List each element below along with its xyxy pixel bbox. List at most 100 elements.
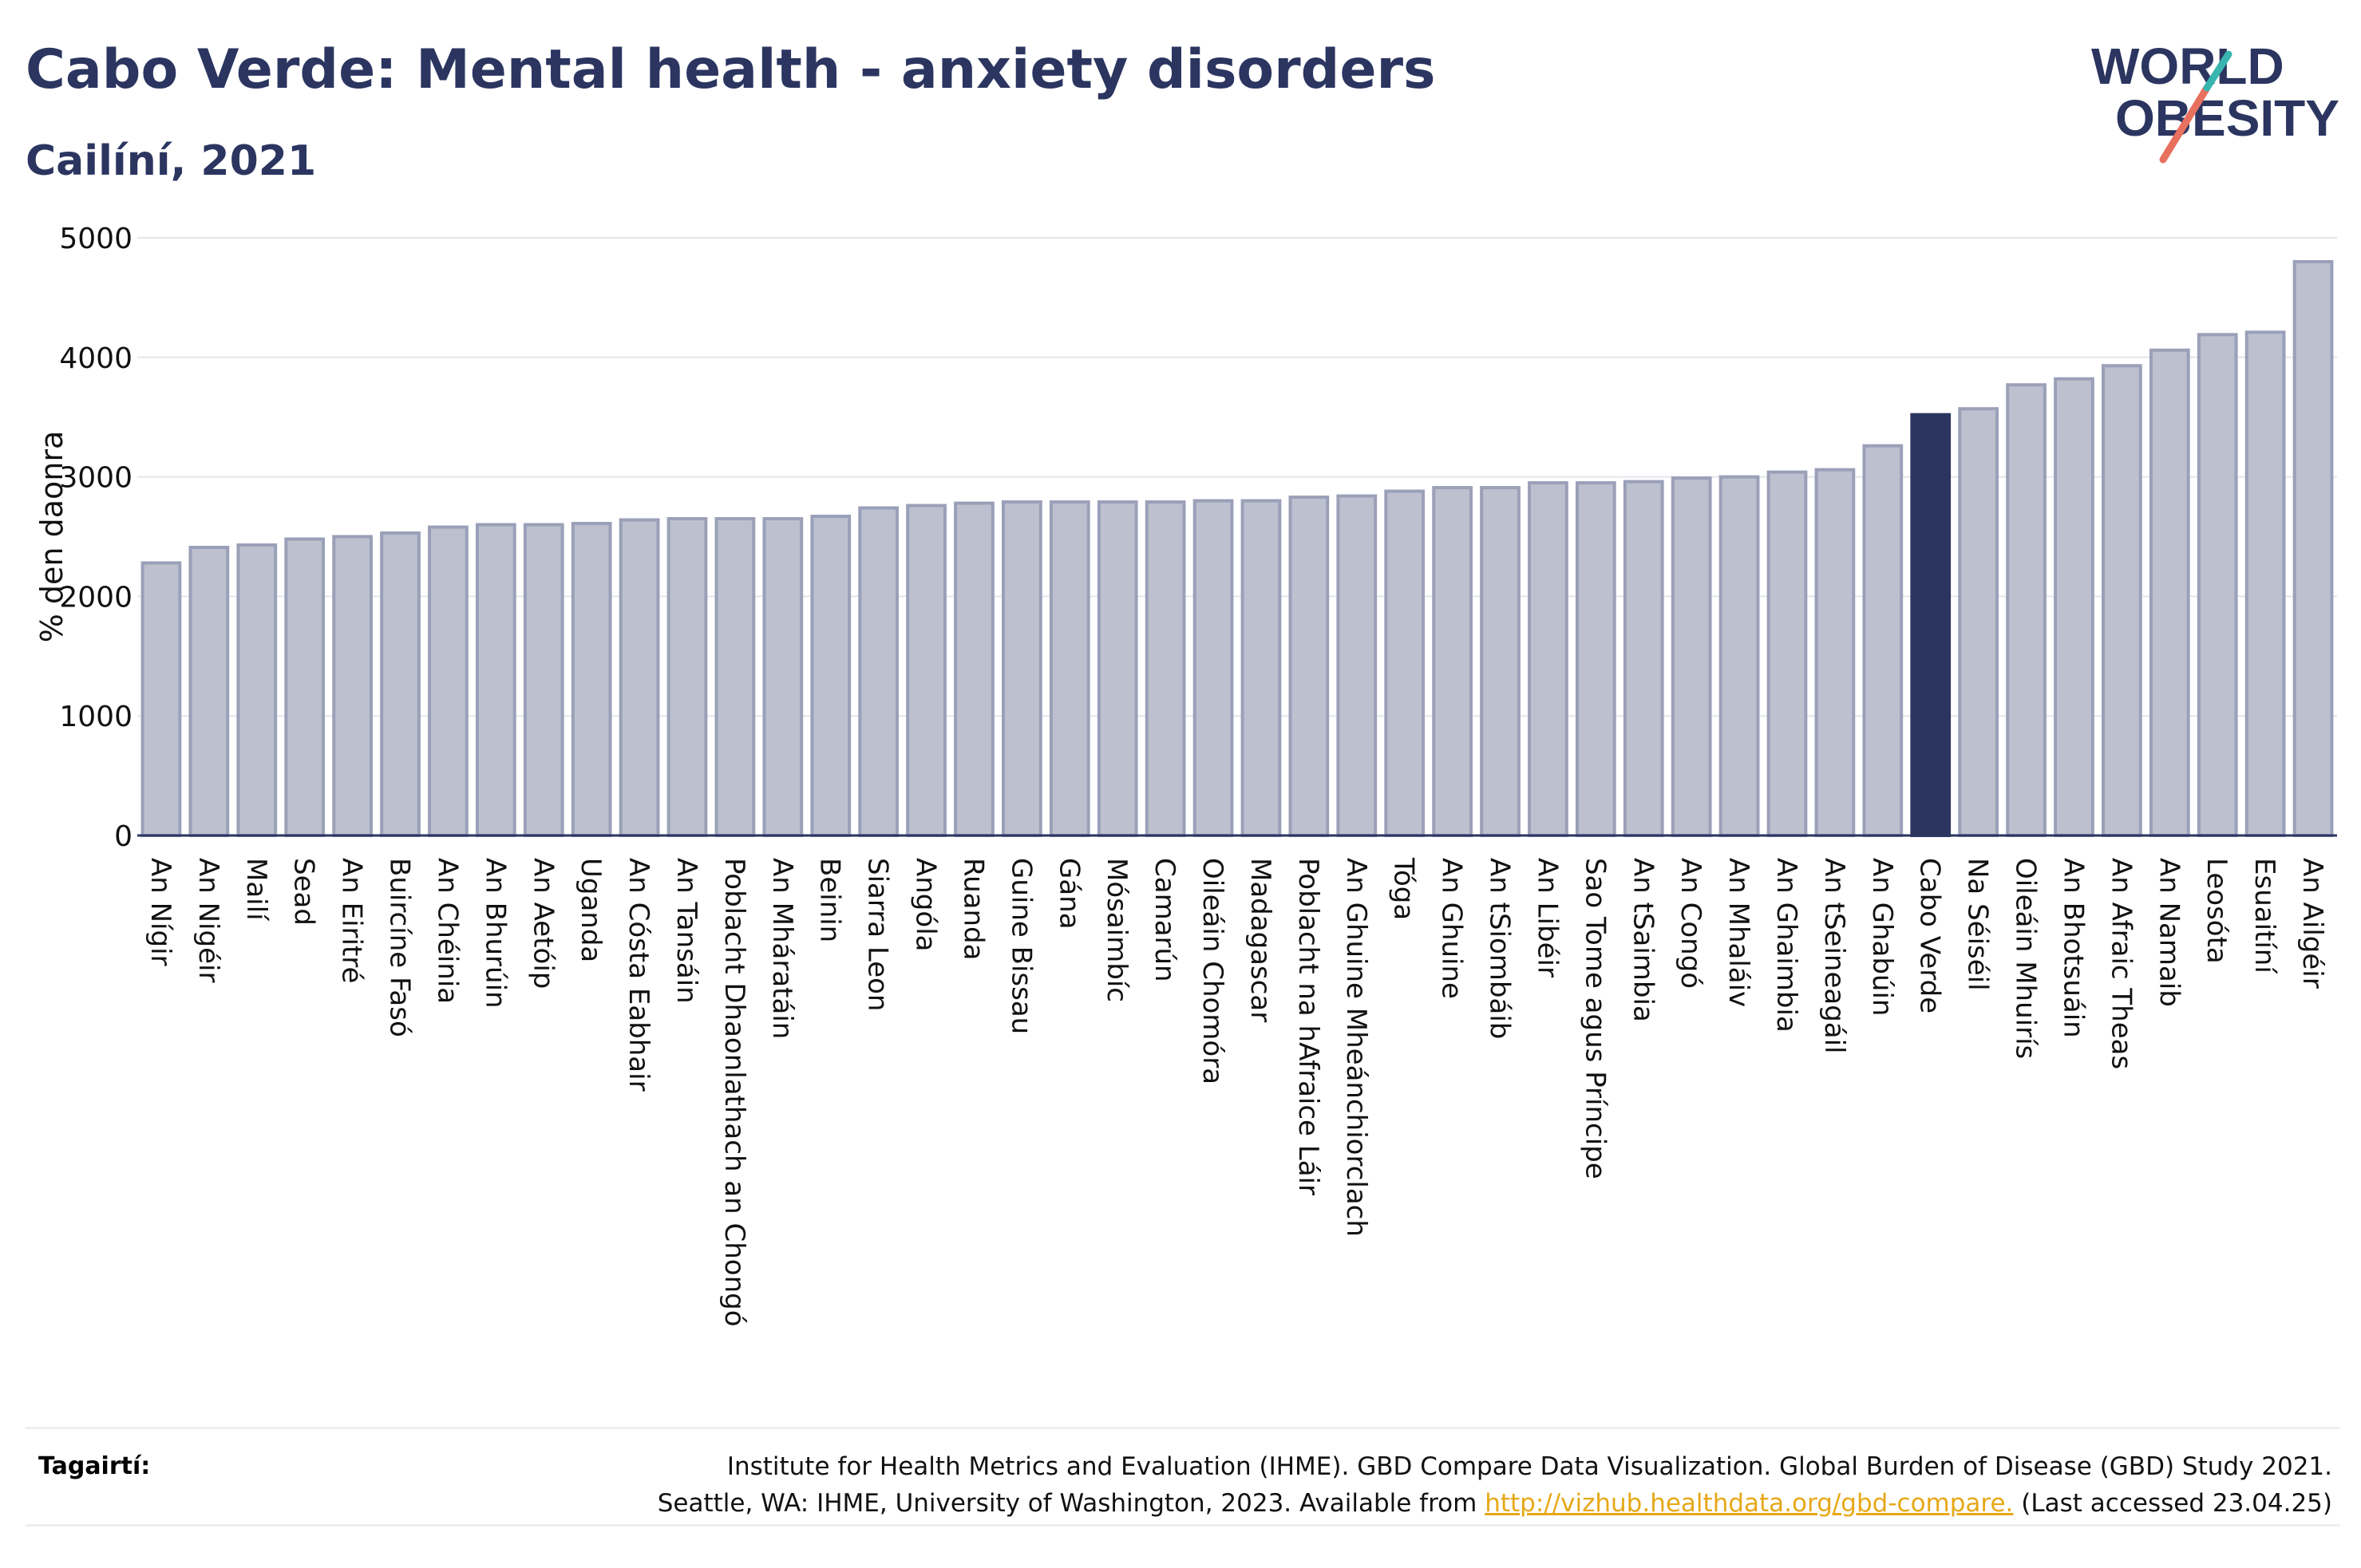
bar bbox=[714, 517, 756, 838]
x-tick-label: Poblacht Dhaonlathach an Chongó bbox=[718, 858, 750, 1327]
bar bbox=[666, 517, 708, 838]
bar bbox=[2197, 333, 2238, 837]
x-tick-label: An Afraic Theas bbox=[2105, 858, 2137, 1069]
x-tick-label: Uganda bbox=[575, 858, 607, 962]
bar bbox=[571, 522, 612, 837]
bar bbox=[332, 535, 373, 837]
bar bbox=[810, 515, 852, 837]
bar bbox=[1097, 500, 1138, 837]
references-label: Tagairtí: bbox=[38, 1452, 151, 1480]
x-tick-label: Sao Tome agus Príncipe bbox=[1579, 858, 1611, 1179]
bar bbox=[428, 525, 469, 837]
bar bbox=[1862, 444, 1904, 837]
x-tick-label: An Cósta Eabhair bbox=[623, 858, 655, 1092]
bar bbox=[906, 504, 947, 837]
bar bbox=[619, 518, 660, 837]
x-tick-label: An Congó bbox=[1675, 858, 1706, 989]
x-tick-label: An Namaib bbox=[2153, 858, 2185, 1007]
chart-subtitle: Cailíní, 2021 bbox=[26, 137, 317, 185]
bar bbox=[2006, 383, 2047, 837]
x-tick-label: An Nígir bbox=[144, 858, 176, 966]
y-axis-label: % den daonra bbox=[34, 431, 69, 643]
x-tick-label: Buircíne Fasó bbox=[384, 858, 416, 1037]
logo-line1: WORLD bbox=[2091, 38, 2284, 95]
bars bbox=[140, 259, 2334, 838]
x-tick-label: Na Séiséil bbox=[1962, 858, 1994, 991]
bar-chart: 0 1000 2000 3000 4000 5000 An Nígir An Nigéir M… bbox=[34, 223, 2337, 1327]
x-axis-labels: An Nígir An Nigéir Mailí Sead An Eiritré Buir… bbox=[144, 857, 2328, 1327]
bar bbox=[1384, 489, 1426, 837]
logo-line2: OBESITY bbox=[2115, 89, 2339, 147]
x-tick-label: An Bhotsuáin bbox=[2057, 858, 2089, 1038]
bar bbox=[236, 543, 278, 838]
footer-rule-bottom bbox=[26, 1524, 2340, 1527]
x-tick-label: An Eiritré bbox=[336, 858, 368, 983]
x-tick-label: Gána bbox=[1053, 858, 1085, 930]
references-link[interactable]: http://vizhub.healthdata.org/gbd-compare… bbox=[1485, 1489, 2014, 1518]
references-line2-post: (Last accessed 23.04.25) bbox=[2013, 1489, 2332, 1518]
x-tick-label: An Ghuine bbox=[1436, 858, 1468, 999]
x-tick-label: Oileáin Mhuirís bbox=[2010, 858, 2042, 1059]
x-tick-label: Cabo Verde bbox=[1914, 858, 1946, 1013]
x-tick-label: An Bhurúin bbox=[479, 858, 511, 1009]
x-tick-label: Guine Bissau bbox=[1005, 858, 1037, 1034]
chart-title: Cabo Verde: Mental health - anxiety diso… bbox=[26, 38, 1436, 101]
bar bbox=[2292, 259, 2334, 837]
footer-rule-top bbox=[26, 1427, 2340, 1429]
bar bbox=[2244, 330, 2286, 838]
x-tick-label: Beinin bbox=[814, 858, 846, 942]
y-axis-ticks: 0 1000 2000 3000 4000 5000 bbox=[59, 223, 132, 853]
x-tick-label: Tóga bbox=[1388, 857, 1420, 920]
bar bbox=[1145, 500, 1186, 837]
x-tick-label: Leosóta bbox=[2201, 858, 2232, 964]
x-tick-label: Mósaimbíc bbox=[1101, 858, 1133, 1002]
y-tick-label: 4000 bbox=[59, 342, 132, 375]
y-tick-label: 1000 bbox=[59, 701, 132, 733]
x-tick-label: Poblacht na hAfraice Láir bbox=[1292, 858, 1324, 1195]
x-tick-label: An Tansáin bbox=[670, 858, 702, 1004]
references-line2: Seattle, WA: IHME, University of Washing… bbox=[658, 1485, 2332, 1522]
y-tick-label: 0 bbox=[114, 820, 132, 853]
bar bbox=[1766, 470, 1808, 837]
x-tick-label: An Mháratáin bbox=[766, 858, 798, 1039]
bar-highlighted bbox=[1910, 413, 1952, 837]
references-line2-pre: Seattle, WA: IHME, University of Washing… bbox=[657, 1489, 1485, 1518]
bar bbox=[1192, 499, 1234, 837]
x-tick-label: An tSiombáib bbox=[1484, 858, 1516, 1039]
bar bbox=[1814, 468, 1856, 837]
x-tick-label: An tSaimbia bbox=[1627, 858, 1659, 1022]
x-tick-label: Ruanda bbox=[957, 858, 989, 960]
x-tick-label: An Chéinia bbox=[431, 858, 463, 1004]
bar bbox=[954, 501, 995, 838]
bar bbox=[1240, 499, 1282, 837]
bar bbox=[1958, 407, 1999, 837]
x-tick-label: Oileáin Chomóra bbox=[1196, 858, 1228, 1084]
bar bbox=[1623, 480, 1664, 837]
x-tick-label: An tSeineagáil bbox=[1818, 858, 1850, 1054]
bar bbox=[140, 561, 182, 837]
bar bbox=[188, 545, 230, 837]
references-line1: Institute for Health Metrics and Evaluat… bbox=[726, 1452, 2332, 1481]
x-tick-label: An Nigéir bbox=[192, 858, 224, 982]
x-tick-label: Madagascar bbox=[1244, 858, 1276, 1022]
x-tick-label: Sead bbox=[288, 858, 320, 926]
x-tick-label: An Ailgéir bbox=[2296, 858, 2328, 989]
x-tick-label: An Ghabúin bbox=[1866, 858, 1898, 1016]
y-tick-label: 2000 bbox=[59, 581, 132, 614]
bar bbox=[1575, 481, 1616, 838]
bar bbox=[1336, 494, 1378, 837]
x-tick-label: An Libéir bbox=[1531, 858, 1563, 978]
bar bbox=[284, 537, 326, 837]
bar bbox=[1480, 486, 1521, 837]
y-tick-label: 5000 bbox=[59, 223, 132, 255]
x-tick-label: An Aetóip bbox=[527, 858, 559, 989]
x-tick-label: Mailí bbox=[240, 858, 272, 922]
bar bbox=[1528, 481, 1568, 838]
bar bbox=[1288, 496, 1330, 837]
bar bbox=[380, 531, 421, 837]
bar bbox=[475, 523, 516, 838]
bar bbox=[2149, 348, 2190, 837]
bar bbox=[2102, 364, 2142, 837]
bar bbox=[1432, 486, 1473, 837]
bar bbox=[1671, 476, 1712, 838]
